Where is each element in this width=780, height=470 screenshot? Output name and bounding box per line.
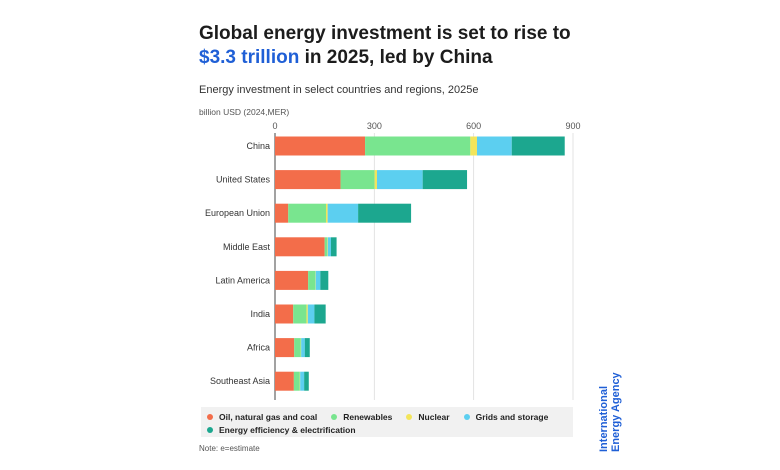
- legend-swatch-efficiency: [207, 426, 213, 433]
- org-line1: International: [598, 385, 610, 452]
- bar-india-oil-natural-gas-and-coal: [275, 304, 294, 324]
- iea-logo: International Energy Agency: [598, 372, 622, 452]
- bar-china-nuclear: [470, 136, 477, 156]
- legend-swatch-fossil: [207, 413, 213, 420]
- category-label-united-states: United States: [216, 175, 271, 185]
- category-label-european-union: European Union: [205, 208, 270, 218]
- legend-swatch-grids: [463, 413, 470, 420]
- bar-latin-america-grids-and-storage: [315, 270, 321, 290]
- x-tick-label: 600: [466, 121, 481, 131]
- bar-united-states-oil-natural-gas-and-coal: [275, 170, 341, 190]
- legend-row-1: Oil, natural gas and coal Renewables Nuc…: [201, 410, 573, 423]
- legend-label-nuclear: Nuclear: [418, 411, 450, 422]
- bar-southeast-asia-energy-efficiency-electrification: [304, 371, 309, 391]
- x-tick-label: 900: [565, 121, 580, 131]
- legend-label-efficiency: Energy efficiency & electrification: [219, 424, 356, 435]
- unit-label: billion USD (2024,MER): [199, 107, 290, 117]
- bar-africa-energy-efficiency-electrification: [304, 338, 310, 358]
- title-highlight: $3.3 trillion: [199, 47, 300, 68]
- bar-china-oil-natural-gas-and-coal: [275, 136, 366, 156]
- bar-china-grids-and-storage: [476, 136, 512, 156]
- bar-latin-america-energy-efficiency-electrification: [320, 270, 329, 290]
- legend-label-fossil: Oil, natural gas and coal: [219, 411, 318, 422]
- bar-africa-oil-natural-gas-and-coal: [275, 338, 295, 358]
- bar-united-states-grids-and-storage: [376, 170, 423, 190]
- category-label-africa: Africa: [247, 343, 270, 353]
- legend-item-efficiency: Energy efficiency & electrification: [207, 425, 356, 435]
- category-label-india: India: [250, 309, 270, 319]
- legend: Oil, natural gas and coal Renewables Nuc…: [201, 407, 573, 437]
- legend-item-grids: Grids and storage: [463, 411, 549, 422]
- bar-middle-east-energy-efficiency-electrification: [330, 237, 337, 257]
- bar-india-renewables: [293, 304, 307, 324]
- bar-china-renewables: [365, 136, 471, 156]
- legend-label-renewables: Renewables: [343, 411, 393, 422]
- x-tick-label: 300: [367, 121, 382, 131]
- x-tick-label: 0: [272, 121, 277, 131]
- chart-subtitle: Energy investment in select countries an…: [199, 84, 479, 96]
- legend-swatch-nuclear: [406, 413, 413, 420]
- bar-middle-east-grids-and-storage: [327, 237, 331, 257]
- legend-label-grids: Grids and storage: [475, 411, 549, 422]
- bar-africa-grids-and-storage: [301, 338, 305, 358]
- bar-european-union-nuclear: [325, 203, 328, 223]
- footnote: Note: e=estimate: [199, 444, 260, 453]
- bar-india-energy-efficiency-electrification: [314, 304, 326, 324]
- bar-india-nuclear: [306, 304, 308, 324]
- bar-southeast-asia-grids-and-storage: [300, 371, 305, 391]
- bar-united-states-renewables: [340, 170, 375, 190]
- bar-southeast-asia-oil-natural-gas-and-coal: [275, 371, 294, 391]
- bar-india-grids-and-storage: [307, 304, 315, 324]
- title-line1: Global energy investment is set to rise …: [199, 23, 571, 44]
- chart-title: Global energy investment is set to rise …: [199, 22, 619, 70]
- title-rest: in 2025, led by China: [299, 47, 493, 68]
- bar-middle-east-nuclear: [326, 237, 328, 257]
- bar-european-union-oil-natural-gas-and-coal: [275, 203, 289, 223]
- bar-africa-renewables: [294, 338, 301, 358]
- bar-united-states-energy-efficiency-electrification: [422, 170, 468, 190]
- bar-latin-america-oil-natural-gas-and-coal: [275, 270, 309, 290]
- category-label-middle-east: Middle East: [223, 242, 271, 252]
- bar-united-states-nuclear: [374, 170, 377, 190]
- category-label-china: China: [246, 141, 270, 151]
- legend-item-fossil: Oil, natural gas and coal: [207, 412, 317, 422]
- category-label-latin-america: Latin America: [215, 275, 270, 285]
- legend-swatch-renewables: [331, 413, 338, 420]
- bar-european-union-renewables: [288, 203, 326, 223]
- legend-row-2: Energy efficiency & electrification: [201, 423, 573, 436]
- bar-european-union-energy-efficiency-electrification: [358, 203, 412, 223]
- bar-southeast-asia-renewables: [293, 371, 300, 391]
- bar-latin-america-renewables: [308, 270, 316, 290]
- bar-middle-east-oil-natural-gas-and-coal: [275, 237, 325, 257]
- bar-china-energy-efficiency-electrification: [511, 136, 565, 156]
- legend-item-renewables: Renewables: [331, 412, 392, 422]
- bar-middle-east-renewables: [324, 237, 327, 257]
- bar-european-union-grids-and-storage: [327, 203, 359, 223]
- category-label-southeast-asia: Southeast Asia: [210, 376, 270, 386]
- org-line2: Energy Agency: [610, 372, 622, 452]
- legend-item-nuclear: Nuclear: [406, 411, 450, 422]
